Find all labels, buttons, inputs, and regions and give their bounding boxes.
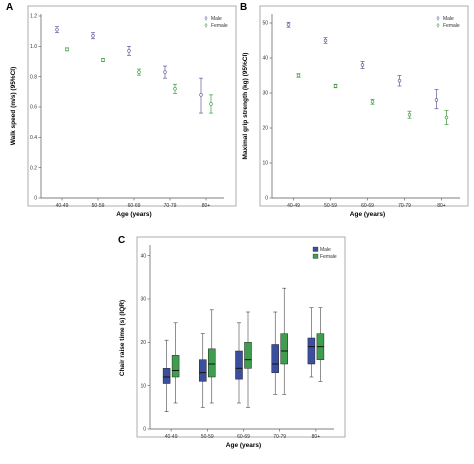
y-tick-label: 20 xyxy=(262,126,268,132)
point-female xyxy=(444,115,449,120)
point-female xyxy=(333,84,338,88)
y-tick-label: 10 xyxy=(262,161,268,167)
x-tick-label: 40-49 xyxy=(287,203,300,209)
plot-frame xyxy=(136,236,346,438)
y-tick-label: 1.2 xyxy=(30,14,37,20)
x-tick-label: 40-49 xyxy=(165,434,178,440)
point-female xyxy=(209,102,213,106)
point-male xyxy=(397,79,402,83)
x-axis-title: Age (years) xyxy=(350,211,385,218)
x-tick-label: 70-79 xyxy=(164,203,177,209)
legend-swatch-female xyxy=(312,253,319,259)
box-male xyxy=(199,359,207,382)
legend-label-female: Female xyxy=(211,23,228,29)
x-tick-label: 50-59 xyxy=(92,203,105,209)
y-tick-label: 0.6 xyxy=(30,105,37,111)
point-male xyxy=(323,38,328,43)
plot-frame xyxy=(27,5,237,207)
x-tick-label: 80+ xyxy=(437,203,446,209)
box-male xyxy=(271,344,279,373)
box-male xyxy=(162,368,171,384)
point-male xyxy=(127,49,131,53)
x-tick-label: 60-69 xyxy=(237,434,250,440)
box-female xyxy=(280,333,288,365)
x-tick-label: 50-59 xyxy=(201,434,214,440)
legend-label-female: Female xyxy=(320,254,337,260)
point-female xyxy=(137,70,141,74)
y-tick-label: 0.4 xyxy=(30,135,37,141)
x-tick-label: 60-69 xyxy=(128,203,141,209)
legend-swatch-male xyxy=(312,246,319,252)
y-axis-title: Chair raise time (s) (IQR) xyxy=(119,300,126,376)
point-female xyxy=(296,73,301,78)
point-female xyxy=(65,47,69,52)
y-tick-label: 0 xyxy=(34,196,37,202)
box-female xyxy=(171,355,180,378)
y-axis-title: Maximal grip strength (kg) (95%CI) xyxy=(242,53,249,160)
y-tick-label: 30 xyxy=(262,91,268,97)
box-male xyxy=(235,350,243,380)
legend-marker-female xyxy=(436,23,440,27)
x-tick-label: 40-49 xyxy=(56,203,69,209)
y-axis-title: Walk speed (m/s) (95%CI) xyxy=(10,67,17,146)
x-tick-label: 50-59 xyxy=(324,203,337,209)
point-female xyxy=(101,58,105,62)
legend-marker-male xyxy=(436,16,440,20)
y-tick-label: 1.0 xyxy=(30,44,37,50)
point-male xyxy=(360,63,365,67)
point-female xyxy=(407,112,412,117)
y-tick-label: 0.2 xyxy=(30,165,37,171)
plot-frame xyxy=(259,5,469,207)
y-tick-label: 0 xyxy=(265,196,268,202)
point-male xyxy=(163,70,167,74)
box-male xyxy=(307,337,316,365)
panel-letter-b: B xyxy=(240,2,247,13)
x-tick-label: 70-79 xyxy=(273,434,286,440)
y-tick-label: 30 xyxy=(140,297,146,303)
x-axis-title: Age (years) xyxy=(226,442,261,449)
y-tick-label: 0 xyxy=(143,427,146,433)
x-tick-label: 70-79 xyxy=(398,203,411,209)
x-tick-label: 60-69 xyxy=(361,203,374,209)
legend-label-male: Male xyxy=(211,16,222,22)
box-female xyxy=(244,342,252,369)
legend-marker-male xyxy=(204,16,208,20)
legend-label-male: Male xyxy=(443,16,454,22)
legend-label-male: Male xyxy=(320,247,331,253)
y-tick-label: 10 xyxy=(140,383,146,389)
box-female xyxy=(208,348,216,378)
legend-label-female: Female xyxy=(443,23,460,29)
point-female xyxy=(173,87,177,91)
x-tick-label: 80+ xyxy=(312,434,321,440)
point-male xyxy=(199,93,203,97)
y-tick-label: 50 xyxy=(262,21,268,27)
y-tick-label: 0.8 xyxy=(30,74,37,80)
panel-letter-c: C xyxy=(118,235,125,246)
point-male xyxy=(55,27,59,32)
point-male xyxy=(91,34,95,38)
y-tick-label: 20 xyxy=(140,340,146,346)
point-male xyxy=(286,23,291,27)
x-axis-title: Age (years) xyxy=(116,211,151,218)
y-tick-label: 40 xyxy=(262,56,268,62)
point-male xyxy=(434,98,439,102)
panel-letter-a: A xyxy=(6,2,13,13)
point-female xyxy=(370,100,375,104)
x-tick-label: 80+ xyxy=(202,203,211,209)
y-tick-label: 40 xyxy=(140,253,146,259)
panel-b: B 0 10 20 30 40 50 40-49 50-59 60-69 70-79 80+ Age (… xyxy=(240,2,469,218)
legend-marker-female xyxy=(204,23,208,27)
panel-c: C 0 10 20 30 40 40-49 50-59 60-69 70-79 80+ Age (ye… xyxy=(118,235,346,449)
panel-a: A 0 0.2 0.4 0.6 0.8 1.0 1.2 40-49 50-59 60-69 70-79… xyxy=(6,2,237,218)
